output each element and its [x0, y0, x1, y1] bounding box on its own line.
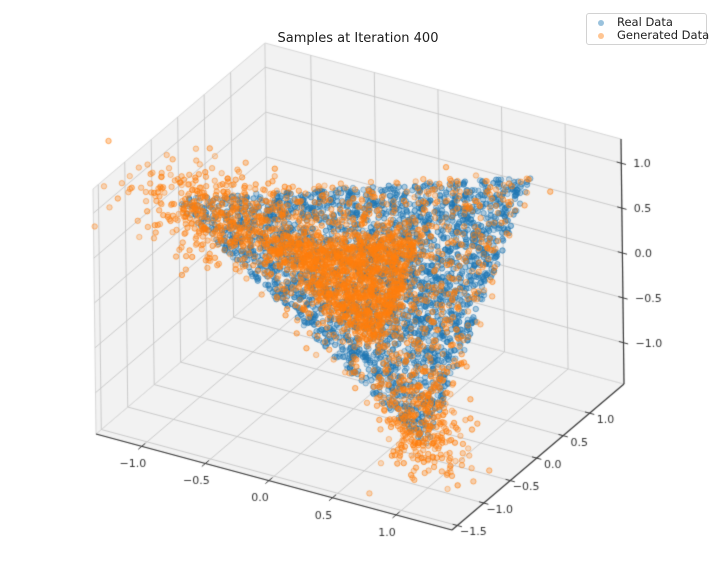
legend-item-generated-data: Generated Data — [591, 29, 709, 42]
legend-item-label: Generated Data — [617, 28, 710, 42]
legend: Real Data Generated Data — [586, 13, 709, 45]
legend-item-real-data: Real Data — [591, 16, 702, 29]
generated-data-marker-icon — [598, 32, 604, 39]
legend-item-label: Real Data — [617, 15, 673, 29]
real-data-marker-icon — [598, 19, 604, 26]
plot-title: Samples at Iteration 400 — [277, 31, 439, 46]
